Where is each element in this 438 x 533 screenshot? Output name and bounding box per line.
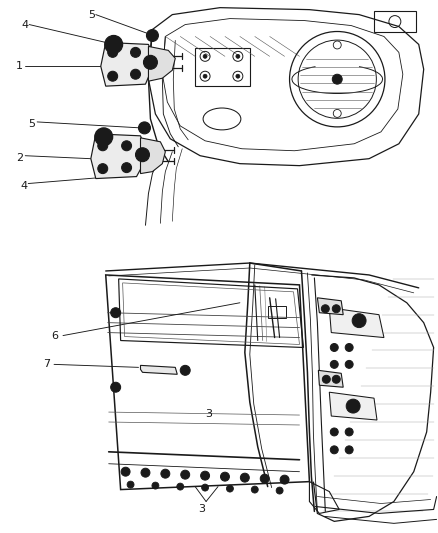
Circle shape: [124, 144, 129, 148]
Text: 5: 5: [28, 119, 35, 129]
Circle shape: [236, 54, 240, 58]
Circle shape: [181, 470, 190, 479]
Circle shape: [95, 128, 113, 146]
Polygon shape: [141, 365, 177, 374]
Circle shape: [140, 152, 145, 158]
Circle shape: [108, 47, 118, 58]
Circle shape: [101, 144, 105, 148]
Text: 3: 3: [205, 409, 212, 419]
Text: 6: 6: [51, 330, 58, 341]
Circle shape: [111, 74, 115, 78]
Circle shape: [124, 166, 129, 169]
Polygon shape: [91, 134, 145, 179]
Circle shape: [203, 54, 207, 58]
Circle shape: [330, 360, 338, 368]
Text: 4: 4: [21, 20, 28, 29]
Circle shape: [144, 55, 157, 69]
Circle shape: [122, 163, 131, 173]
Circle shape: [111, 308, 120, 318]
Circle shape: [345, 343, 353, 351]
Circle shape: [108, 71, 118, 81]
Circle shape: [330, 446, 338, 454]
Circle shape: [98, 164, 108, 174]
Circle shape: [346, 399, 360, 413]
Circle shape: [321, 305, 329, 313]
Circle shape: [146, 29, 159, 42]
Circle shape: [183, 368, 187, 373]
Circle shape: [251, 486, 258, 493]
Circle shape: [100, 133, 108, 141]
Circle shape: [332, 305, 340, 313]
Circle shape: [226, 485, 233, 492]
Polygon shape: [101, 43, 152, 86]
Circle shape: [101, 167, 105, 171]
Circle shape: [114, 385, 118, 389]
Text: 4: 4: [20, 181, 28, 190]
Circle shape: [330, 428, 338, 436]
Circle shape: [203, 74, 207, 78]
Circle shape: [127, 481, 134, 488]
Circle shape: [148, 59, 153, 65]
Circle shape: [201, 471, 209, 480]
Circle shape: [330, 343, 338, 351]
Circle shape: [276, 487, 283, 494]
Circle shape: [345, 360, 353, 368]
Polygon shape: [318, 298, 343, 314]
Circle shape: [111, 382, 120, 392]
Circle shape: [98, 141, 108, 151]
Polygon shape: [141, 138, 165, 174]
Polygon shape: [148, 46, 175, 81]
Circle shape: [141, 468, 150, 477]
Circle shape: [345, 446, 353, 454]
Circle shape: [345, 428, 353, 436]
Circle shape: [131, 69, 141, 79]
Circle shape: [322, 375, 330, 383]
Circle shape: [138, 122, 150, 134]
Circle shape: [131, 47, 141, 58]
Polygon shape: [329, 308, 384, 337]
Circle shape: [134, 51, 138, 54]
Circle shape: [121, 467, 130, 476]
Circle shape: [122, 141, 131, 151]
Circle shape: [180, 365, 190, 375]
Circle shape: [134, 72, 138, 76]
Polygon shape: [318, 370, 343, 387]
Circle shape: [280, 475, 289, 484]
Circle shape: [150, 33, 155, 38]
Circle shape: [236, 74, 240, 78]
Circle shape: [135, 148, 149, 161]
Polygon shape: [329, 392, 377, 420]
Circle shape: [220, 472, 230, 481]
Circle shape: [161, 469, 170, 478]
Text: 1: 1: [16, 61, 23, 71]
Circle shape: [332, 375, 340, 383]
Circle shape: [260, 474, 269, 483]
Circle shape: [105, 36, 123, 53]
Circle shape: [114, 311, 118, 314]
Circle shape: [152, 482, 159, 489]
Circle shape: [332, 74, 342, 84]
Circle shape: [240, 473, 249, 482]
Circle shape: [201, 484, 208, 491]
Circle shape: [177, 483, 184, 490]
Text: 7: 7: [43, 359, 50, 369]
Circle shape: [111, 51, 115, 54]
Circle shape: [110, 41, 118, 49]
Bar: [268, 306, 286, 318]
Bar: [374, 11, 416, 33]
Circle shape: [142, 125, 147, 131]
Text: 2: 2: [16, 152, 23, 163]
Text: 3: 3: [198, 504, 205, 514]
Circle shape: [352, 314, 366, 328]
Text: 5: 5: [88, 10, 95, 20]
